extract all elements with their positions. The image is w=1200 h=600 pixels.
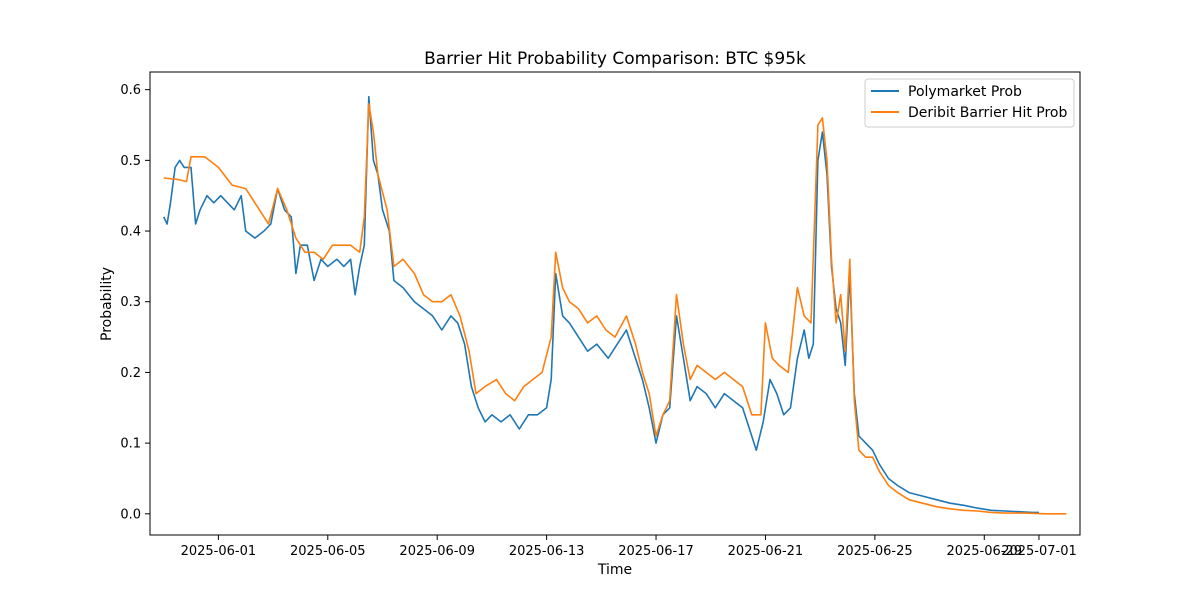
series-layer [162, 95, 1067, 515]
x-tick-label: 2025-06-01 [181, 544, 257, 559]
y-axis: 0.0 0.1 0.2 0.3 0.4 0.5 0.6 [120, 83, 150, 522]
x-tick-label: 2025-06-25 [837, 544, 913, 559]
y-tick-label: 0.0 [120, 507, 141, 522]
y-tick-label: 0.4 [120, 225, 141, 240]
x-tick-label: 2025-06-09 [399, 544, 475, 559]
series-line-polymarket [162, 95, 1039, 514]
legend-box [864, 78, 1075, 128]
legend-entry-label: Deribit Barrier Hit Prob [908, 105, 1067, 121]
x-tick-label: 2025-06-17 [618, 544, 694, 559]
x-tick-label: 2025-06-13 [509, 544, 585, 559]
x-tick-label: 2025-06-21 [728, 544, 804, 559]
y-tick-label: 0.2 [120, 366, 141, 381]
legend: Polymarket Prob Deribit Barrier Hit Prob [864, 78, 1075, 128]
y-tick-label: 0.5 [120, 154, 141, 169]
x-tick-label: 2025-06-29 [946, 544, 1022, 559]
x-axis: 2025-06-01 2025-06-05 2025-06-09 2025-06-13… [181, 535, 1077, 559]
x-tick-label: 2025-07-01 [1001, 544, 1077, 559]
y-tick-label: 0.3 [120, 295, 141, 310]
x-tick-label: 2025-06-05 [290, 544, 366, 559]
y-tick-label: 0.6 [120, 83, 141, 98]
series-line-deribit [163, 103, 1067, 515]
chart-title: Barrier Hit Probability Comparison: BTC … [424, 49, 806, 69]
plot-area-frame [149, 71, 1081, 536]
y-tick-label: 0.1 [120, 437, 141, 452]
x-axis-label: Time [597, 562, 632, 578]
legend-entry-label: Polymarket Prob [908, 84, 1022, 100]
y-axis-label: Probability [99, 267, 115, 341]
